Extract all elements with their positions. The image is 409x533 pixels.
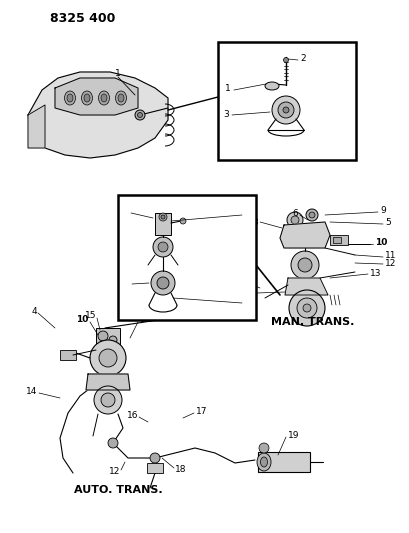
Circle shape <box>258 443 268 453</box>
Ellipse shape <box>101 94 107 102</box>
Circle shape <box>161 215 164 219</box>
Circle shape <box>101 393 115 407</box>
Text: 1: 1 <box>115 69 121 77</box>
Polygon shape <box>284 278 327 295</box>
Polygon shape <box>28 72 168 158</box>
Circle shape <box>290 216 298 224</box>
Text: 4: 4 <box>31 308 37 317</box>
Bar <box>257 452 309 472</box>
Circle shape <box>109 336 117 344</box>
Circle shape <box>277 102 293 118</box>
Circle shape <box>150 453 160 463</box>
Text: 5: 5 <box>384 217 390 227</box>
Circle shape <box>137 112 142 117</box>
Ellipse shape <box>256 453 270 471</box>
Circle shape <box>108 438 118 448</box>
Ellipse shape <box>64 91 75 105</box>
Ellipse shape <box>98 91 109 105</box>
Text: 13: 13 <box>369 269 380 278</box>
Bar <box>329 235 347 245</box>
Ellipse shape <box>84 94 90 102</box>
Text: 18: 18 <box>175 465 186 474</box>
Bar <box>60 350 76 360</box>
Polygon shape <box>28 105 45 148</box>
Polygon shape <box>279 222 329 248</box>
Circle shape <box>296 298 316 318</box>
Polygon shape <box>55 78 138 115</box>
Text: 6: 6 <box>292 208 297 217</box>
Ellipse shape <box>264 82 278 90</box>
Circle shape <box>271 96 299 124</box>
Circle shape <box>94 386 122 414</box>
Text: 15: 15 <box>84 311 96 320</box>
Text: 3: 3 <box>222 109 228 118</box>
Text: 1: 1 <box>225 84 230 93</box>
Circle shape <box>305 209 317 221</box>
Circle shape <box>180 218 186 224</box>
Text: 4: 4 <box>123 206 128 214</box>
Bar <box>332 237 340 243</box>
Bar <box>218 42 355 160</box>
Text: MAN. TRANS.: MAN. TRANS. <box>271 317 354 327</box>
Circle shape <box>159 213 166 221</box>
Text: 10: 10 <box>75 316 88 325</box>
Circle shape <box>99 349 117 367</box>
Text: 17: 17 <box>196 408 207 416</box>
Ellipse shape <box>118 94 124 102</box>
Ellipse shape <box>260 457 267 467</box>
Ellipse shape <box>115 91 126 105</box>
Text: 10: 10 <box>220 271 231 279</box>
Circle shape <box>135 110 145 120</box>
Text: 14: 14 <box>25 387 37 397</box>
Bar <box>118 195 255 320</box>
Text: 12: 12 <box>139 316 151 325</box>
Circle shape <box>286 212 302 228</box>
Circle shape <box>98 331 108 341</box>
Text: 8: 8 <box>252 217 257 227</box>
Text: 8325 400: 8325 400 <box>50 12 115 25</box>
Circle shape <box>308 212 314 218</box>
Text: 5: 5 <box>243 208 248 217</box>
Text: 7: 7 <box>243 298 248 308</box>
Text: AUTO. TRANS.: AUTO. TRANS. <box>74 485 162 495</box>
Text: 11: 11 <box>384 251 396 260</box>
Circle shape <box>302 304 310 312</box>
Circle shape <box>157 277 169 289</box>
Ellipse shape <box>81 91 92 105</box>
Text: 9: 9 <box>379 206 385 214</box>
Bar <box>155 213 171 235</box>
Circle shape <box>288 290 324 326</box>
Polygon shape <box>86 374 130 390</box>
Circle shape <box>90 340 126 376</box>
Text: 19: 19 <box>287 431 299 440</box>
Circle shape <box>283 58 288 62</box>
Ellipse shape <box>67 94 73 102</box>
Text: 10: 10 <box>374 238 387 246</box>
Text: 12: 12 <box>384 259 396 268</box>
Circle shape <box>297 258 311 272</box>
Text: 16: 16 <box>126 410 138 419</box>
Circle shape <box>157 242 168 252</box>
Text: 6: 6 <box>123 279 128 287</box>
Bar <box>147 463 163 473</box>
Circle shape <box>153 237 173 257</box>
Circle shape <box>282 107 288 113</box>
Bar <box>96 328 120 350</box>
Circle shape <box>290 251 318 279</box>
Text: 12: 12 <box>108 467 120 477</box>
Text: 2: 2 <box>299 53 305 62</box>
Text: 14: 14 <box>243 287 254 296</box>
Circle shape <box>151 271 175 295</box>
